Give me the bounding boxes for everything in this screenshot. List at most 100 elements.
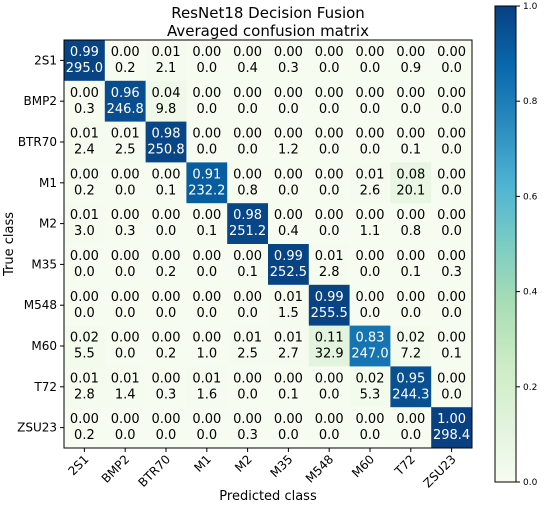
cell-count-8-3: 1.6 (196, 387, 217, 402)
matrix-cell-9-5 (268, 407, 310, 449)
matrix-cell-2-6 (308, 121, 350, 163)
matrix-cell-5-1 (104, 244, 146, 286)
matrix-cell-7-8 (390, 325, 432, 367)
x-tick-label: M1 (191, 452, 214, 475)
matrix-cell-4-4 (227, 203, 269, 245)
cell-count-3-6: 0.0 (319, 183, 340, 198)
cell-count-2-2: 250.8 (147, 143, 184, 158)
cell-count-4-4: 251.2 (229, 224, 266, 239)
cell-count-3-3: 232.2 (188, 183, 225, 198)
matrix-cell-7-0 (64, 325, 106, 367)
cell-count-1-7: 0.0 (360, 102, 381, 117)
cell-rate-7-9: 0.00 (437, 331, 466, 346)
cell-rate-9-3: 0.00 (192, 412, 221, 427)
cell-rate-4-9: 0.00 (437, 208, 466, 223)
colorbar-tick-label: 0.2 (523, 383, 537, 393)
matrix-cell-0-5 (268, 40, 310, 82)
cell-count-7-2: 0.2 (156, 347, 177, 362)
x-tick-labels: 2S1 BMP2 BTR70 M1 M2 M35 M548 M60 T72 ZSU23 (65, 448, 459, 490)
matrix-cell-6-7 (349, 284, 391, 326)
colorbar-tick-label: 0.8 (523, 97, 538, 107)
matrix-cell-3-1 (104, 162, 146, 204)
cell-count-6-7: 0.0 (360, 306, 381, 321)
cell-rate-7-5: 0.01 (274, 331, 303, 346)
cell-rate-7-0: 0.02 (70, 331, 99, 346)
x-tick-label: BTR70 (136, 452, 174, 490)
matrix-cell-2-8 (390, 121, 432, 163)
cell-rate-6-3: 0.00 (192, 290, 221, 305)
matrix-cell-1-7 (349, 80, 391, 122)
matrix-cell-1-1 (104, 80, 146, 122)
cell-rate-8-0: 0.01 (70, 371, 99, 386)
colorbar-tick-label: 0.0 (523, 478, 538, 488)
cell-rate-6-4: 0.00 (233, 290, 262, 305)
cell-rate-1-7: 0.00 (356, 86, 385, 101)
cell-rate-8-8: 0.95 (396, 371, 425, 386)
cell-count-5-9: 0.3 (441, 265, 462, 280)
matrix-cell-4-6 (308, 203, 350, 245)
cell-rate-0-5: 0.00 (274, 45, 303, 60)
cell-rate-1-9: 0.00 (437, 86, 466, 101)
matrix-cell-1-0 (64, 80, 106, 122)
cell-rate-1-1: 0.96 (111, 86, 140, 101)
matrix-cell-4-0 (64, 203, 106, 245)
cell-count-4-6: 0.0 (319, 224, 340, 239)
cell-count-8-5: 0.1 (278, 387, 299, 402)
cell-rate-7-8: 0.02 (396, 331, 425, 346)
cell-count-0-1: 0.2 (115, 61, 136, 76)
matrix-cell-1-2 (145, 80, 187, 122)
cell-rate-9-6: 0.00 (315, 412, 344, 427)
cell-rate-0-2: 0.01 (152, 45, 181, 60)
cell-count-6-0: 0.0 (74, 306, 95, 321)
cell-rate-9-2: 0.00 (152, 412, 181, 427)
cell-rate-4-2: 0.00 (152, 208, 181, 223)
matrix-cell-2-7 (349, 121, 391, 163)
matrix-cell-0-4 (227, 40, 269, 82)
chart-title: ResNet18 Decision Fusion (171, 4, 365, 22)
cell-rate-6-7: 0.00 (356, 290, 385, 305)
cell-rate-2-3: 0.00 (192, 127, 221, 142)
cell-rate-2-5: 0.00 (274, 127, 303, 142)
matrix-cell-4-8 (390, 203, 432, 245)
matrix-cell-5-5 (268, 244, 310, 286)
cell-count-7-4: 2.5 (237, 347, 258, 362)
cell-count-8-9: 0.0 (441, 387, 462, 402)
matrix-cell-7-3 (186, 325, 228, 367)
matrix-cell-0-1 (104, 40, 146, 82)
matrix-cell-6-1 (104, 284, 146, 326)
cell-count-1-5: 0.0 (278, 102, 299, 117)
matrix-cell-3-9 (431, 162, 473, 204)
cell-count-0-0: 295.0 (66, 61, 103, 76)
cell-rate-8-7: 0.02 (356, 371, 385, 386)
cell-count-1-9: 0.0 (441, 102, 462, 117)
matrix-cell-7-6 (308, 325, 350, 367)
matrix-cell-3-8 (390, 162, 432, 204)
matrix-cell-2-5 (268, 121, 310, 163)
y-tick-label: M35 (31, 257, 57, 271)
cell-rate-6-2: 0.00 (152, 290, 181, 305)
cell-count-4-7: 1.1 (360, 224, 381, 239)
x-tick-label: M2 (232, 452, 255, 475)
matrix-cell-3-6 (308, 162, 350, 204)
cell-rate-5-0: 0.00 (70, 249, 99, 264)
matrix-cell-7-7 (349, 325, 391, 367)
cell-count-7-8: 7.2 (400, 347, 421, 362)
cell-count-2-7: 0.0 (360, 143, 381, 158)
x-tick-label: M60 (349, 452, 377, 480)
matrix-cell-0-2 (145, 40, 187, 82)
cell-rate-1-4: 0.00 (233, 86, 262, 101)
y-tick-label: 2S1 (34, 53, 57, 67)
cell-rate-3-8: 0.08 (396, 167, 425, 182)
matrix-cell-8-6 (308, 366, 350, 408)
cell-count-3-7: 2.6 (360, 183, 381, 198)
matrix-cell-7-5 (268, 325, 310, 367)
cell-count-1-1: 246.8 (107, 102, 144, 117)
cell-count-2-4: 0.0 (237, 143, 258, 158)
cell-count-1-3: 0.0 (196, 102, 217, 117)
matrix-cell-1-3 (186, 80, 228, 122)
cell-rate-4-1: 0.00 (111, 208, 140, 223)
cell-count-9-8: 0.0 (400, 428, 421, 443)
cell-count-6-8: 0.0 (400, 306, 421, 321)
cell-rate-1-2: 0.04 (152, 86, 181, 101)
cell-count-6-5: 1.5 (278, 306, 299, 321)
